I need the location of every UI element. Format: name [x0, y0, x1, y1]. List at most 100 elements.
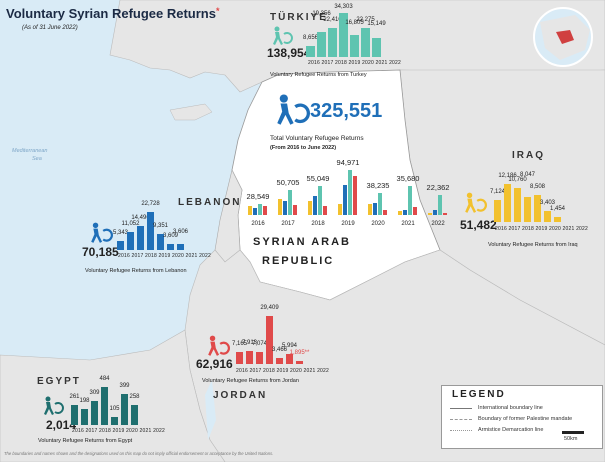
iraq-bar	[514, 188, 521, 222]
syria-period: (From 2016 to June 2022)	[270, 145, 337, 151]
syria-bar	[403, 210, 407, 215]
legend-line-palestine	[450, 419, 472, 420]
as-of-date: (As of 31 June 2022)	[22, 25, 78, 31]
egypt-years: 2016 2017 2018 2019 2020 2021 2022	[72, 428, 165, 434]
syria-name-1: SYRIAN ARAB	[253, 236, 351, 248]
iraq-bar	[544, 211, 551, 222]
scale-label: 50km	[564, 436, 578, 442]
lebanon-return-icon	[91, 222, 113, 243]
lebanon-label: LEBANON	[178, 197, 242, 208]
cyprus	[169, 103, 213, 121]
turkiye-total: 138,954	[267, 46, 311, 60]
syria-year-label: 2021	[401, 221, 415, 227]
sea-label-2: Sea	[32, 156, 42, 162]
iraq-bar-label: 12,186	[498, 173, 517, 179]
turkiye-bar	[317, 32, 326, 57]
turkiye-bar-label: 8,656	[302, 34, 319, 41]
turkiye-bar	[372, 37, 381, 57]
egypt-bar	[91, 400, 98, 425]
jordan-years: 2016 2017 2018 2019 2020 2021 2022	[236, 368, 329, 374]
syria-bar	[278, 199, 282, 215]
syria-bar	[248, 205, 252, 215]
jordan-bar	[246, 351, 253, 364]
egypt-label: EGYPT	[37, 376, 81, 387]
egypt-bar-label: 484	[99, 376, 110, 382]
legend-item-1: International boundary line	[478, 405, 543, 411]
iraq-bar-label: 3,403	[539, 200, 556, 207]
syria-year-total: 22,362	[426, 183, 450, 193]
syria-bar	[383, 210, 387, 215]
jordan-bar-label: 29,409	[260, 305, 279, 311]
syria-bar	[348, 170, 352, 215]
lebanon-bar-label: 3,606	[172, 228, 189, 235]
lebanon-bar	[147, 212, 154, 250]
jordan-caption: Voluntary Refugee Returns from Jordan	[202, 378, 299, 384]
egypt-bar	[121, 393, 128, 425]
lebanon-bar-label: 9,351	[152, 223, 169, 230]
syria-name-2: REPUBLIC	[262, 255, 335, 267]
egypt-bar-label: 261	[69, 393, 80, 400]
jordan-bar-label: 7,913	[241, 340, 258, 347]
turkiye-bar	[350, 35, 359, 57]
jordan-bar	[256, 352, 263, 364]
syria-bar	[373, 202, 377, 215]
jordan-bar-label: 3,466	[271, 347, 288, 354]
jordan-bar-label: 7,074	[251, 341, 268, 348]
syria-bar	[443, 212, 447, 215]
jordan-bar-label: 5,994	[281, 343, 298, 350]
syria-bar	[293, 204, 297, 215]
jordan-bar	[286, 354, 293, 364]
iraq-bar	[504, 184, 511, 222]
lebanon-total: 70,185	[82, 245, 119, 259]
egypt-land	[0, 329, 226, 462]
syria-bar	[288, 189, 292, 215]
lebanon-bar-label: 14,496	[131, 214, 150, 221]
iraq-total: 51,482	[460, 218, 497, 232]
jordan-bar	[266, 316, 273, 364]
syria-year-total: 28,549	[246, 191, 270, 201]
egypt-bar-label: 309	[89, 389, 100, 396]
syria-bar	[338, 204, 342, 215]
turkiye-label: TÜRKIYE	[270, 12, 328, 23]
lebanon-years: 2016 2017 2018 2019 2020 2021 2022	[118, 253, 211, 259]
egypt-bar	[131, 404, 138, 425]
footnote: The boundaries and names shown and the d…	[4, 451, 274, 456]
syria-bar	[433, 210, 437, 215]
syria-year-total: 38,235	[366, 180, 390, 190]
iraq-return-icon	[465, 192, 487, 213]
lebanon-caption: Voluntary Refugee Returns from Lebanon	[85, 268, 187, 274]
jordan-bar-label: 7,165	[231, 341, 248, 348]
syria-year-total: 35,680	[396, 173, 420, 183]
lebanon-bar	[137, 225, 144, 250]
iraq-bar-label: 1,454	[549, 206, 566, 213]
jordan-bar	[276, 358, 283, 364]
syria-year-total: 50,705	[276, 177, 300, 187]
iraq-bar	[494, 199, 501, 222]
iraq-bar	[534, 195, 541, 222]
syria-year-label: 2022	[431, 221, 445, 227]
iraq-bar-label: 7,124	[489, 188, 506, 195]
turkiye-bar-label: 16,805	[345, 20, 364, 27]
syria-caption: Total Voluntary Refugee Returns	[270, 135, 364, 142]
egypt-caption: Voluntary Refugee Returns from Egypt	[38, 438, 133, 444]
iraq-bar	[554, 217, 561, 222]
syria-bar	[283, 200, 287, 215]
syria-bar	[408, 185, 412, 215]
syria-bar	[438, 195, 442, 215]
turkiye-bar	[306, 45, 315, 57]
turkiye-bar	[328, 28, 337, 57]
egypt-bar	[111, 416, 118, 425]
jordan-return-icon	[208, 335, 230, 356]
syria-bar	[378, 192, 382, 215]
syria-year-label: 2020	[371, 221, 385, 227]
egypt-total: 2,014	[46, 418, 77, 432]
egypt-bar	[81, 409, 88, 425]
syria-year-total: 94,971	[336, 158, 360, 167]
syria-year-label: 2019	[341, 221, 355, 227]
jordan-bar	[296, 360, 303, 364]
syria-year-total: 55,049	[306, 173, 330, 183]
syria-bar	[318, 185, 322, 215]
lebanon-bar	[157, 234, 164, 250]
legend-title: LEGEND	[452, 389, 506, 400]
syria-year-label: 2016	[251, 221, 265, 227]
